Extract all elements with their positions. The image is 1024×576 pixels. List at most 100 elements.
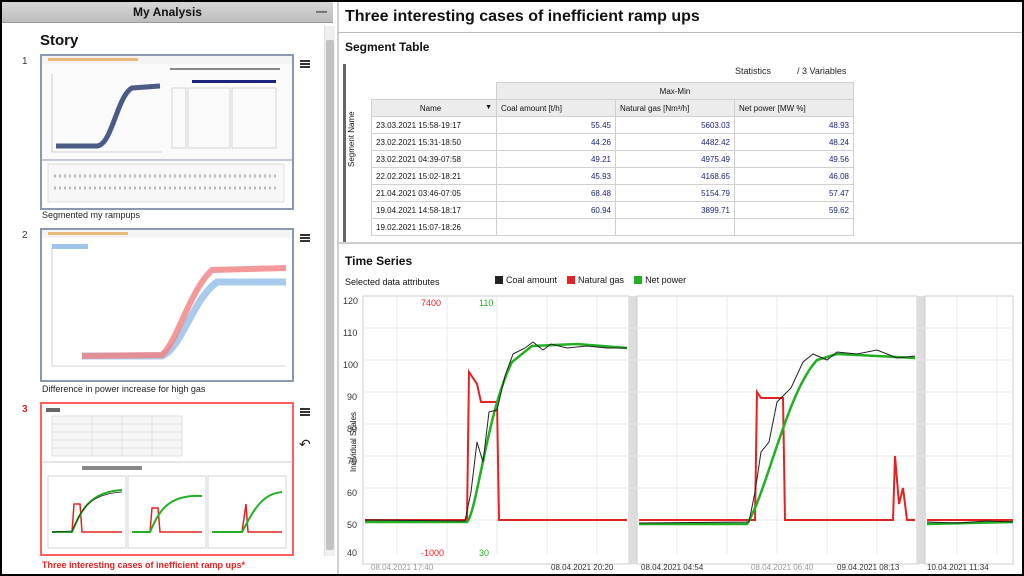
table-cell: 59.62: [734, 201, 854, 219]
segment-table: Max-Min Name ▼ Coal amount [t/h] Natural…: [371, 82, 854, 236]
segment-name: 22.02.2021 15:02-18:21: [371, 167, 497, 185]
table-cell: 60.94: [496, 201, 616, 219]
table-cell: 48.93: [734, 116, 854, 134]
segment-table-title: Segment Table: [345, 40, 430, 54]
table-cell: [734, 218, 854, 236]
variables-label[interactable]: / 3 Variables: [797, 66, 847, 76]
segment-name: 21.04.2021 03:46-07:05: [371, 184, 497, 202]
table-row[interactable]: 22.02.2021 15:02-18:21 45.93 4168.65 46.…: [371, 167, 854, 185]
table-scroll-indicator: [343, 64, 346, 242]
table-row[interactable]: 23.02.2021 15:31-18:50 44.26 4482.42 48.…: [371, 133, 854, 151]
series-coal-amount: [364, 341, 627, 522]
legend-swatch: [495, 276, 503, 284]
legend-swatch: [634, 276, 643, 284]
table-cell: 46.08: [734, 167, 854, 185]
legend-item[interactable]: Coal amount: [495, 275, 557, 285]
thumbnail-3-graphic: [42, 408, 292, 549]
table-cell: 5154.79: [615, 184, 735, 202]
menu-icon[interactable]: [300, 408, 310, 417]
story-thumbnail-1[interactable]: [40, 54, 294, 210]
x-label: 09.04.2021 08:13: [837, 563, 900, 572]
segment-name: 19.04.2021 14:58-18:17: [371, 201, 497, 219]
segment-name-axis-label: Segment Name: [347, 111, 356, 167]
table-cell: [496, 218, 616, 236]
y-tick: 120: [343, 296, 358, 306]
table-cell: 4975.49: [615, 150, 735, 168]
scrollbar-thumb[interactable]: [326, 40, 334, 550]
series-net-power: [639, 352, 916, 526]
table-cell: 3899.71: [615, 201, 735, 219]
legend-swatch: [567, 276, 576, 284]
segment-name: 19.02.2021 15:07-18:26: [371, 218, 497, 236]
table-row[interactable]: 19.02.2021 15:07-18:26: [371, 218, 854, 236]
table-cell: 48.24: [734, 133, 854, 151]
thumbnail-2-graphic: [42, 230, 292, 367]
selected-attributes-label: Selected data attributes: [345, 277, 440, 287]
undo-icon[interactable]: ↶: [299, 436, 311, 452]
y-tick: 50: [347, 520, 357, 530]
column-header[interactable]: Coal amount [t/h]: [496, 99, 616, 117]
x-label: 08.04.2021 04:54: [641, 563, 704, 572]
panel-splitter[interactable]: [629, 296, 637, 564]
time-series-title: Time Series: [345, 254, 413, 268]
legend-item[interactable]: Natural gas: [567, 275, 624, 285]
sort-dropdown-icon[interactable]: ▼: [485, 103, 492, 111]
green-scale-top: 110: [479, 298, 493, 308]
divider: [337, 242, 1022, 244]
name-column-header[interactable]: Name ▼: [371, 99, 497, 117]
menu-icon[interactable]: [300, 60, 310, 69]
x-label: 08.04.2021 20:20: [551, 563, 614, 572]
series-net-power: [365, 342, 628, 524]
series-coal-amount: [638, 349, 916, 524]
x-label: 08.04.2021 06:40: [751, 563, 814, 572]
y-tick: 70: [347, 456, 357, 466]
story-caption: Difference in power increase for high ga…: [42, 384, 206, 394]
y-tick: 110: [343, 328, 357, 338]
menu-icon[interactable]: [300, 234, 310, 243]
statistics-label[interactable]: Statistics: [735, 66, 772, 76]
green-scale-bottom: 30: [479, 548, 489, 558]
legend-item[interactable]: Net power: [634, 275, 686, 285]
table-cell: 45.93: [496, 167, 616, 185]
table-cell: 5603.03: [615, 116, 735, 134]
table-row[interactable]: 23.03.2021 15:58-19:17 55.45 5603.03 48.…: [371, 116, 854, 134]
column-header[interactable]: Net power [MW %]: [734, 99, 854, 117]
table-row[interactable]: 19.04.2021 14:58-18:17 60.94 3899.71 59.…: [371, 201, 854, 219]
table-cell: [615, 218, 735, 236]
column-header[interactable]: Natural gas [Nm³/h]: [615, 99, 735, 117]
table-cell: 49.56: [734, 150, 854, 168]
panel-splitter[interactable]: [917, 296, 925, 564]
story-thumbnail-2[interactable]: [40, 228, 294, 382]
table-cell: 44.26: [496, 133, 616, 151]
story-scrollbar[interactable]: [324, 26, 335, 556]
y-tick: 100: [343, 360, 358, 370]
story-thumbnail-3[interactable]: [40, 402, 294, 556]
panel-divider[interactable]: [337, 2, 339, 574]
story-caption: Segmented my rampups: [42, 210, 141, 220]
story-number: 1: [22, 56, 28, 67]
table-row[interactable]: 21.04.2021 03:46-07:05 68.48 5154.79 57.…: [371, 184, 854, 202]
analysis-view: Three interesting cases of inefficient r…: [337, 2, 1022, 574]
group-header: Max-Min: [496, 82, 854, 100]
minimize-button[interactable]: —: [316, 6, 327, 18]
y-tick: 40: [347, 548, 357, 558]
segment-name: 23.02.2021 04:39-07:58: [371, 150, 497, 168]
story-caption: Three interesting cases of inefficient r…: [42, 560, 246, 570]
x-label: 10.04.2021 11:34: [927, 563, 989, 572]
table-cell: 55.45: [496, 116, 616, 134]
y-tick: 90: [347, 392, 357, 402]
table-cell: 49.21: [496, 150, 616, 168]
story-title: Story: [40, 32, 79, 49]
series-coal-amount: [926, 520, 1014, 524]
time-series-chart[interactable]: 120 110 100 90 80 70 60 50 40 7400 -1000…: [337, 292, 1022, 574]
chart-panel-1: [362, 295, 630, 565]
table-cell: 4168.65: [615, 167, 735, 185]
table-cell: 57.47: [734, 184, 854, 202]
segment-name: 23.03.2021 15:58-19:17: [371, 116, 497, 134]
story-number: 2: [22, 230, 28, 241]
thumbnail-1-graphic: [42, 56, 292, 203]
table-cell: 68.48: [496, 184, 616, 202]
page-title: Three interesting cases of inefficient r…: [345, 8, 700, 25]
table-row[interactable]: 23.02.2021 04:39-07:58 49.21 4975.49 49.…: [371, 150, 854, 168]
